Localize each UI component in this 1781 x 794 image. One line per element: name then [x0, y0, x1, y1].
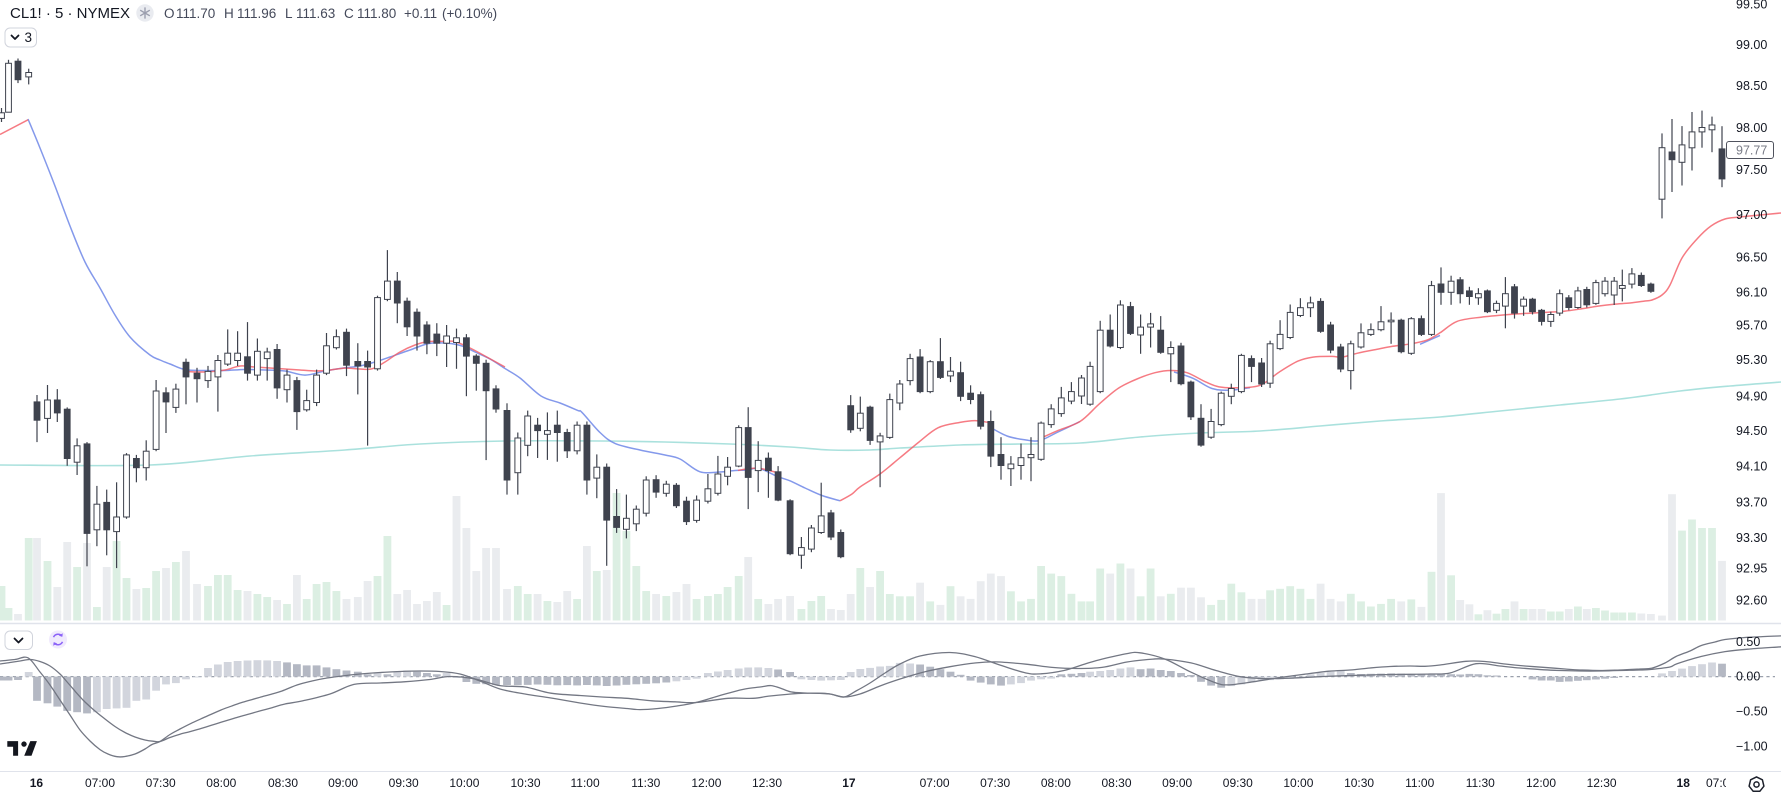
svg-text:0.50: 0.50: [1736, 635, 1760, 649]
svg-text:18: 18: [1677, 776, 1691, 790]
svg-text:98.00: 98.00: [1736, 121, 1767, 135]
svg-text:11:30: 11:30: [631, 776, 660, 790]
svg-text:08:30: 08:30: [1101, 776, 1131, 790]
svg-text:99.50: 99.50: [1736, 0, 1767, 12]
svg-text:O: O: [164, 6, 175, 21]
svg-text:111.96: 111.96: [237, 6, 276, 21]
svg-text:12:00: 12:00: [1526, 776, 1556, 790]
svg-text:94.50: 94.50: [1736, 424, 1767, 438]
svg-text:111.63: 111.63: [296, 6, 335, 21]
svg-text:10:00: 10:00: [1283, 776, 1313, 790]
svg-text:3: 3: [25, 30, 33, 45]
svg-text:−1.00: −1.00: [1736, 740, 1768, 754]
svg-text:11:30: 11:30: [1466, 776, 1495, 790]
svg-text:97.77: 97.77: [1736, 143, 1767, 157]
svg-text:96.10: 96.10: [1736, 285, 1767, 299]
svg-text:92.95: 92.95: [1736, 561, 1767, 575]
svg-text:07:00: 07:00: [920, 776, 950, 790]
svg-text:12:00: 12:00: [691, 776, 721, 790]
svg-text:93.70: 93.70: [1736, 495, 1767, 509]
svg-text:12:30: 12:30: [1587, 776, 1617, 790]
svg-text:98.50: 98.50: [1736, 79, 1767, 93]
svg-text:11:00: 11:00: [1405, 776, 1434, 790]
svg-text:L: L: [285, 6, 293, 21]
svg-text:95.30: 95.30: [1736, 353, 1767, 367]
svg-text:0.00: 0.00: [1736, 670, 1760, 684]
svg-text:111.80: 111.80: [357, 6, 396, 21]
svg-text:−0.50: −0.50: [1736, 705, 1768, 719]
svg-text:09:30: 09:30: [389, 776, 419, 790]
svg-text:09:00: 09:00: [328, 776, 358, 790]
svg-text:(+0.10%): (+0.10%): [442, 6, 497, 21]
svg-text:95.70: 95.70: [1736, 319, 1767, 333]
svg-text:07:00: 07:00: [1706, 776, 1736, 790]
svg-text:93.30: 93.30: [1736, 531, 1767, 545]
svg-text:97.00: 97.00: [1736, 208, 1767, 222]
svg-text:H: H: [224, 6, 234, 21]
svg-text:10:30: 10:30: [510, 776, 540, 790]
svg-text:111.70: 111.70: [176, 6, 215, 21]
svg-text:99.00: 99.00: [1736, 38, 1767, 52]
svg-text:07:00: 07:00: [85, 776, 115, 790]
svg-text:+0.11: +0.11: [404, 6, 437, 21]
svg-text:07:30: 07:30: [980, 776, 1010, 790]
svg-text:08:00: 08:00: [1041, 776, 1071, 790]
svg-text:92.60: 92.60: [1736, 593, 1767, 607]
svg-text:08:30: 08:30: [268, 776, 298, 790]
svg-text:10:00: 10:00: [449, 776, 479, 790]
svg-text:CL1! · 5 · NYMEX: CL1! · 5 · NYMEX: [10, 5, 130, 22]
svg-text:08:00: 08:00: [206, 776, 236, 790]
svg-text:17: 17: [842, 776, 856, 790]
svg-text:09:00: 09:00: [1162, 776, 1192, 790]
svg-text:97.50: 97.50: [1736, 163, 1767, 177]
svg-text:11:00: 11:00: [571, 776, 600, 790]
svg-text:94.90: 94.90: [1736, 389, 1767, 403]
svg-text:09:30: 09:30: [1223, 776, 1253, 790]
svg-text:96.50: 96.50: [1736, 251, 1767, 265]
svg-text:07:30: 07:30: [146, 776, 176, 790]
svg-text:94.10: 94.10: [1736, 460, 1767, 474]
svg-text:C: C: [344, 6, 354, 21]
svg-text:16: 16: [30, 776, 44, 790]
svg-text:10:30: 10:30: [1344, 776, 1374, 790]
svg-text:12:30: 12:30: [752, 776, 782, 790]
